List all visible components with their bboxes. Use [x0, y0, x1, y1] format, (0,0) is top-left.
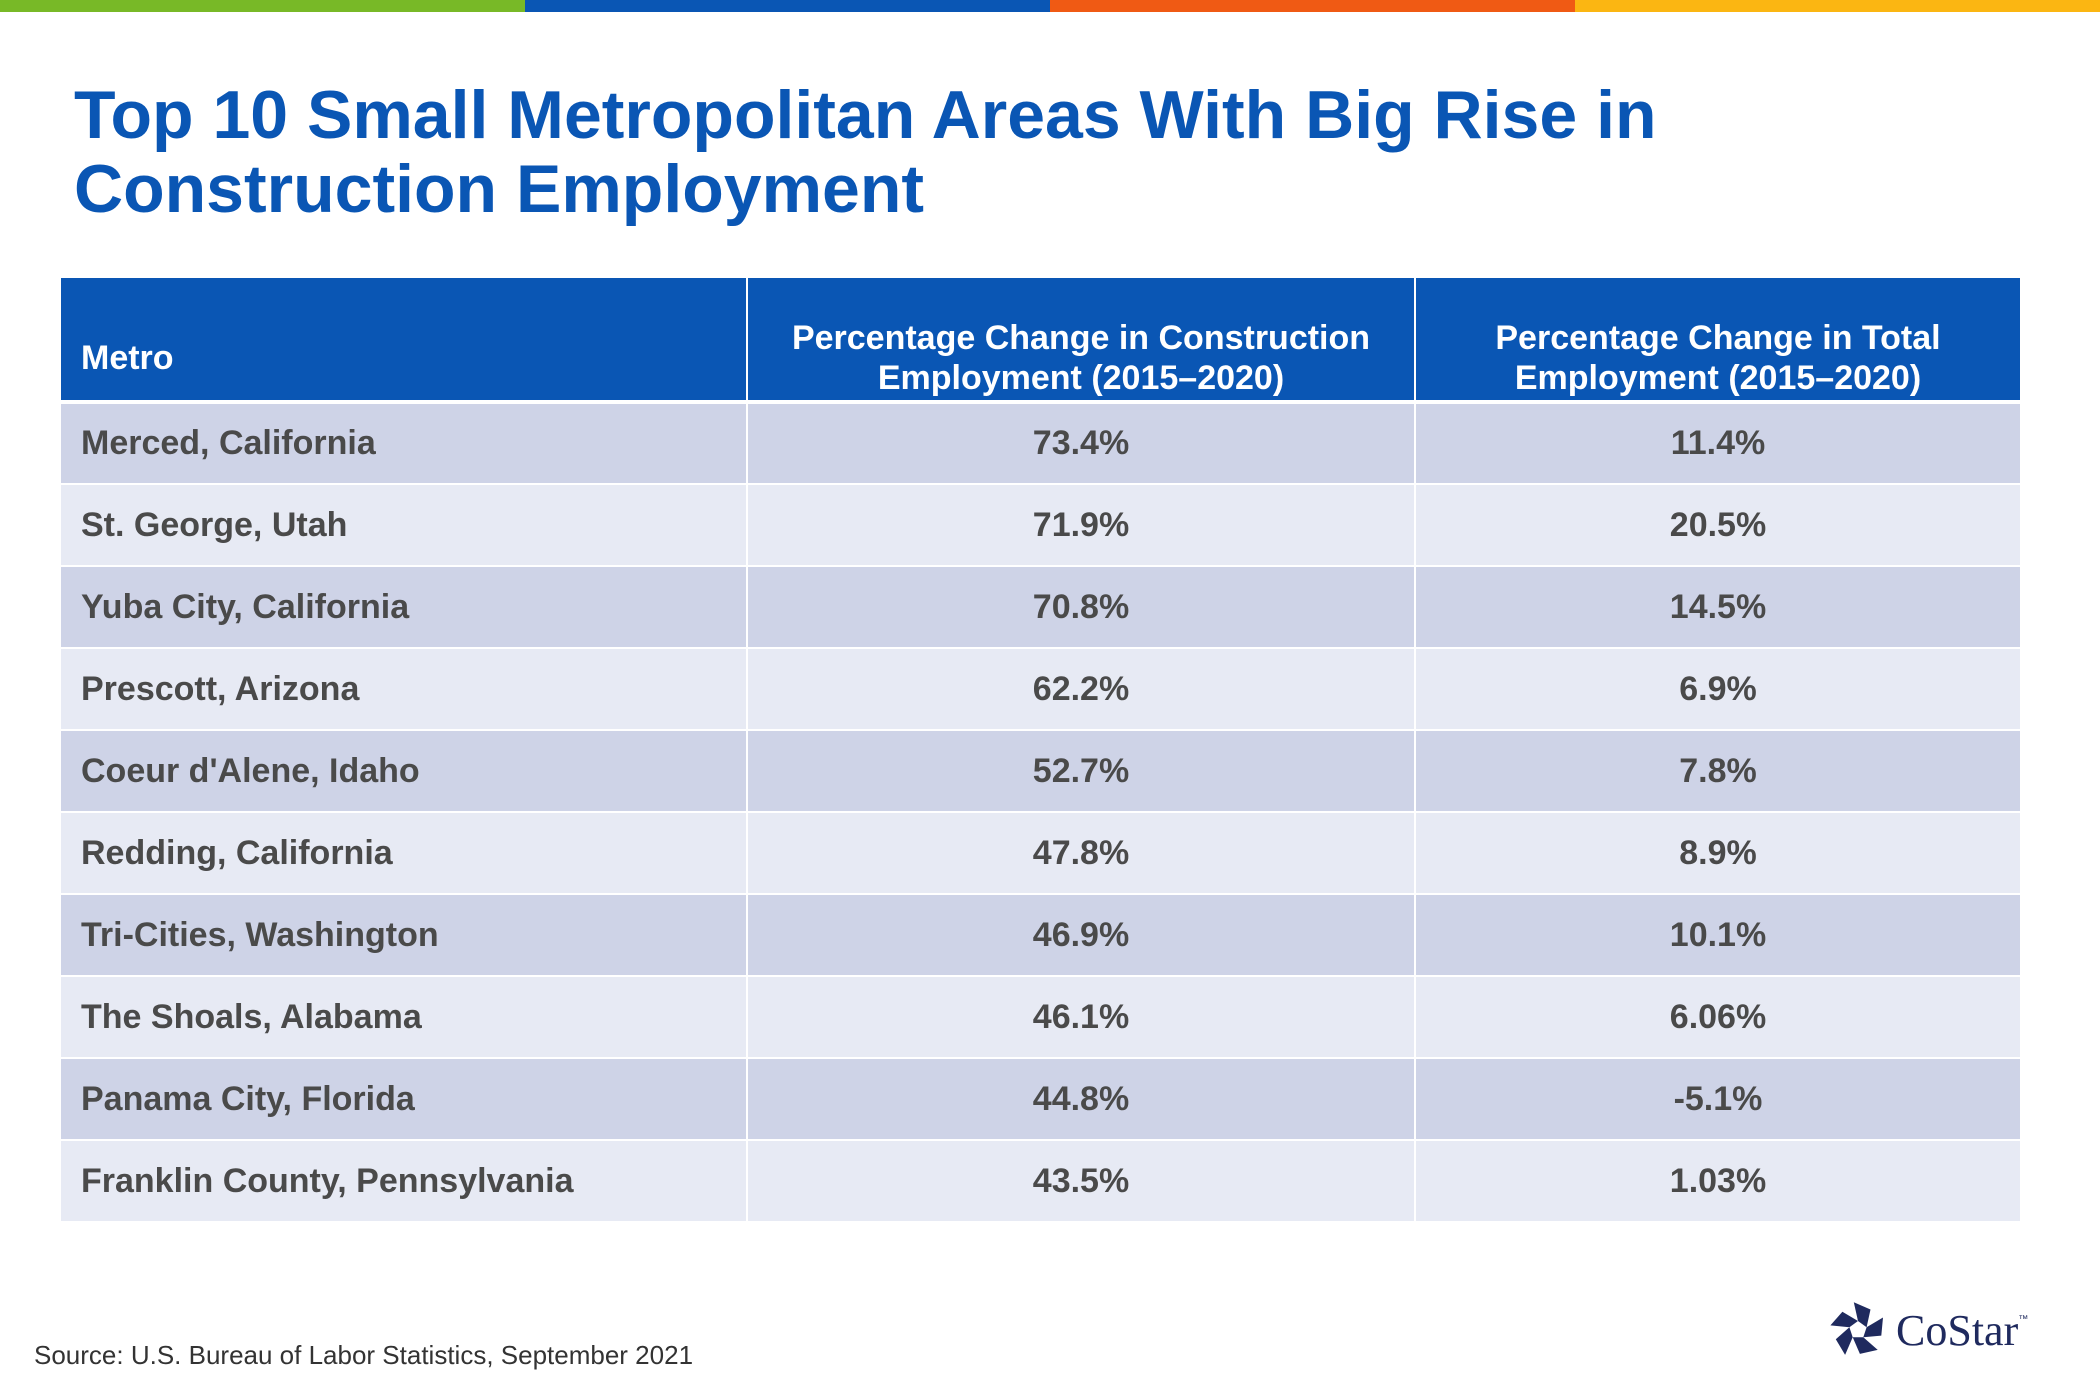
cell-construction-change: 70.8% — [747, 566, 1416, 649]
table-row: The Shoals, Alabama 46.1% 6.06% — [61, 976, 2020, 1059]
logo-text: CoStar — [1896, 1305, 2019, 1355]
cell-metro: Merced, California — [61, 402, 748, 485]
cell-metro: Tri-Cities, Washington — [61, 894, 748, 977]
cell-total-change: 8.9% — [1415, 812, 2020, 895]
cell-total-change: 14.5% — [1415, 566, 2020, 649]
costar-logo: CoStar ™ — [1828, 1300, 2028, 1360]
table-row: Panama City, Florida 44.8% -5.1% — [61, 1058, 2020, 1141]
table-row: Prescott, Arizona 62.2% 6.9% — [61, 648, 2020, 731]
logo-star-blade — [1830, 1311, 1858, 1328]
cell-metro: Franklin County, Pennsylvania — [61, 1140, 748, 1223]
cell-metro: Redding, California — [61, 812, 748, 895]
cell-metro: Yuba City, California — [61, 566, 748, 649]
logo-star-blade — [1852, 1337, 1878, 1354]
cell-total-change: -5.1% — [1415, 1058, 2020, 1141]
table-row: St. George, Utah 71.9% 20.5% — [61, 484, 2020, 567]
table-row: Redding, California 47.8% 8.9% — [61, 812, 2020, 895]
logo-trademark: ™ — [2018, 1314, 2029, 1325]
page-title: Top 10 Small Metropolitan Areas With Big… — [74, 77, 1657, 227]
source-note: Source: U.S. Bureau of Labor Statistics,… — [34, 1340, 694, 1370]
cell-construction-change: 71.9% — [747, 484, 1416, 567]
table-header: Metro Percentage Change in Construction … — [61, 278, 2020, 404]
cell-construction-change: 46.9% — [747, 894, 1416, 977]
cell-construction-change: 43.5% — [747, 1140, 1416, 1223]
logo-star-blade — [1835, 1327, 1853, 1355]
cell-construction-change: 44.8% — [747, 1058, 1416, 1141]
cell-metro: Prescott, Arizona — [61, 648, 748, 731]
logo-star-blade — [1863, 1317, 1883, 1338]
cell-total-change: 1.03% — [1415, 1140, 2020, 1223]
cell-construction-change: 73.4% — [747, 402, 1416, 485]
cell-construction-change: 62.2% — [747, 648, 1416, 731]
header-row: Metro Percentage Change in Construction … — [61, 278, 2020, 404]
data-table: Metro Percentage Change in Construction … — [61, 278, 2020, 1223]
header-metro: Metro — [61, 278, 748, 404]
cell-construction-change: 52.7% — [747, 730, 1416, 813]
data-table-container: Metro Percentage Change in Construction … — [61, 278, 2020, 1223]
table-body: Merced, California 73.4% 11.4% St. George, … — [61, 402, 2020, 1223]
cell-total-change: 6.9% — [1415, 648, 2020, 731]
cell-total-change: 20.5% — [1415, 484, 2020, 567]
stripe-yellow — [1575, 0, 2100, 12]
stripe-orange — [1050, 0, 1575, 12]
stripe-blue — [525, 0, 1050, 12]
table-row: Coeur d'Alene, Idaho 52.7% 7.8% — [61, 730, 2020, 813]
table-row: Merced, California 73.4% 11.4% — [61, 402, 2020, 485]
table-row: Tri-Cities, Washington 46.9% 10.1% — [61, 894, 2020, 977]
cell-total-change: 7.8% — [1415, 730, 2020, 813]
cell-metro: St. George, Utah — [61, 484, 748, 567]
cell-construction-change: 47.8% — [747, 812, 1416, 895]
table-row: Franklin County, Pennsylvania 43.5% 1.03% — [61, 1140, 2020, 1223]
cell-total-change: 11.4% — [1415, 402, 2020, 485]
costar-star-icon — [1830, 1302, 1883, 1355]
table-row: Yuba City, California 70.8% 14.5% — [61, 566, 2020, 649]
cell-metro: Coeur d'Alene, Idaho — [61, 730, 748, 813]
logo-star-blade — [1853, 1302, 1871, 1328]
stripe-green — [0, 0, 525, 12]
cell-metro: The Shoals, Alabama — [61, 976, 748, 1059]
top-color-stripe — [0, 0, 2100, 12]
header-total-change: Percentage Change in Total Employment (2… — [1415, 278, 2020, 404]
cell-total-change: 10.1% — [1415, 894, 2020, 977]
cell-construction-change: 46.1% — [747, 976, 1416, 1059]
cell-total-change: 6.06% — [1415, 976, 2020, 1059]
cell-metro: Panama City, Florida — [61, 1058, 748, 1141]
header-construction-change: Percentage Change in Construction Employ… — [747, 278, 1416, 404]
